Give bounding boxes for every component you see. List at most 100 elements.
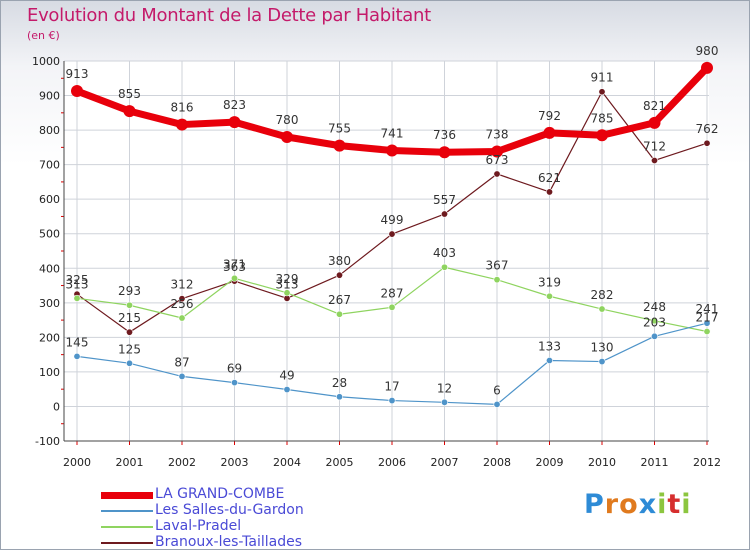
data-point [650,317,658,325]
data-label: 712 [643,139,666,153]
data-label: 329 [276,272,299,286]
data-point [493,400,501,408]
data-label: 741 [381,126,404,140]
y-tick-label: 200 [39,331,60,344]
data-point [703,319,711,327]
data-point [650,332,658,340]
logo-letter: i [657,489,668,520]
data-point [73,352,81,360]
data-label: 282 [591,288,614,302]
data-label: 762 [696,122,719,136]
legend-label: Laval-Pradel [155,518,242,534]
legend-swatch [101,491,153,499]
data-label: 621 [538,171,561,185]
proxiti-logo: Proxiti [584,489,692,520]
data-label: 557 [433,193,456,207]
data-point [228,116,241,129]
data-label: 125 [118,342,141,356]
data-label: 248 [643,300,666,314]
y-tick-label: -100 [35,435,60,448]
data-label: 203 [643,315,666,329]
data-point [701,61,713,74]
data-point [440,263,448,271]
legend-label: Les Salles-du-Gardon [155,502,304,518]
y-tick-label: 100 [39,366,60,379]
data-label: 87 [174,355,189,369]
y-tick-label: 300 [39,297,60,310]
data-point [178,372,186,380]
data-label: 28 [332,376,347,390]
data-point [335,271,343,279]
x-tick-label: 2011 [641,456,669,469]
data-label: 855 [118,87,141,101]
data-point [388,397,396,405]
data-point [598,358,606,366]
data-point [596,129,608,142]
x-tick-label: 2006 [378,456,406,469]
legend-label: Branoux-les-Taillades [155,534,303,550]
data-point [231,274,239,282]
data-point [545,357,553,365]
y-tick-label: 800 [39,124,60,137]
data-point [126,328,134,336]
data-point [545,292,553,300]
data-label: 785 [591,111,614,125]
data-label: 673 [486,153,509,167]
y-tick-label: 400 [39,262,60,275]
data-label: 49 [279,369,294,383]
data-label: 403 [433,246,456,260]
data-label: 980 [696,44,719,58]
data-label: 319 [538,275,561,289]
data-point [703,139,711,147]
data-label: 145 [66,335,89,349]
x-tick-label: 2003 [221,456,249,469]
data-point [283,386,291,394]
data-label: 780 [276,113,299,127]
legend-swatch [101,542,153,544]
data-point [335,393,343,401]
data-label: 267 [328,293,351,307]
data-label: 6 [493,383,501,397]
data-label: 17 [384,380,399,394]
data-label: 738 [486,128,509,142]
data-label: 823 [223,98,246,112]
data-point [440,210,448,218]
x-tick-label: 2009 [536,456,564,469]
x-tick-label: 2001 [116,456,144,469]
data-point [493,276,501,284]
x-tick-label: 2004 [273,456,301,469]
data-label: 133 [538,340,561,354]
data-label: 287 [381,286,404,300]
data-point [388,303,396,311]
data-label: 325 [66,273,89,287]
x-tick-label: 2000 [63,456,91,469]
data-label: 256 [171,297,194,311]
data-label: 755 [328,122,351,136]
data-point [333,139,346,152]
y-tick-label: 900 [39,90,60,103]
data-label: 736 [433,128,456,142]
y-tick-label: 0 [53,400,60,413]
data-point [388,230,396,238]
data-label: 911 [591,71,614,85]
y-tick-label: 700 [39,159,60,172]
logo-letter: P [584,489,605,520]
data-point [231,379,239,387]
data-label: 313 [276,277,299,291]
legend-swatch [101,526,153,528]
data-label: 293 [118,284,141,298]
data-point [493,170,501,178]
y-tick-label: 1000 [32,55,60,68]
data-label: 913 [66,67,89,81]
data-label: 792 [538,109,561,123]
data-point [281,131,293,143]
chart-title: Evolution du Montant de la Dette par Hab… [27,5,431,26]
data-label: 312 [171,278,194,292]
x-tick-label: 2012 [693,456,721,469]
legend-label: LA GRAND-COMBE [155,486,285,502]
data-point [126,359,134,367]
x-tick-label: 2007 [431,456,459,469]
data-point [598,88,606,96]
